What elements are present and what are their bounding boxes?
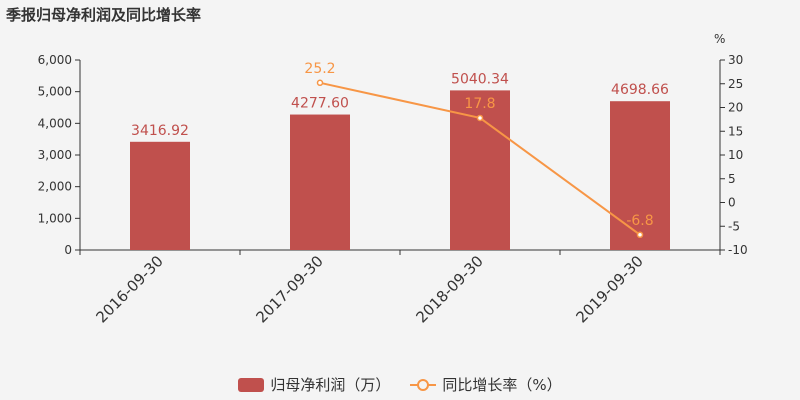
- y-left-tick-label: 0: [64, 243, 72, 257]
- bar: [290, 114, 350, 250]
- labels-layer: 3416.92 4277.60 5040.34 4698.66 25.2 17.8 -6.8: [131, 61, 669, 229]
- growth-data-label: -6.8: [626, 213, 653, 229]
- growth-data-label: 17.8: [464, 96, 495, 112]
- legend-item-growth[interactable]: 同比增长率（%）: [410, 374, 562, 395]
- legend-item-profit[interactable]: 归母净利润（万）: [238, 374, 390, 395]
- legend-label-profit: 归母净利润（万）: [270, 376, 391, 394]
- x-tick-label: 2016-09-30: [92, 252, 166, 326]
- y-right-unit-label: %: [714, 32, 725, 46]
- growth-point: [316, 79, 324, 87]
- legend-line-swatch-icon: [410, 378, 437, 392]
- line-layer: [316, 79, 644, 239]
- growth-data-label: 25.2: [304, 61, 335, 77]
- bars-layer: [130, 90, 670, 250]
- bar: [130, 141, 190, 250]
- y-left-tick-label: 5,000: [38, 85, 72, 99]
- chart-title: 季报归母净利润及同比增长率: [6, 6, 202, 24]
- y-right-tick-label: 10: [728, 148, 743, 162]
- bar: [610, 101, 670, 250]
- x-tick-label: 2017-09-30: [252, 252, 326, 326]
- y-right-tick-label: 15: [728, 124, 743, 138]
- legend-bar-swatch-icon: [238, 377, 265, 392]
- x-tick-label: 2018-09-30: [412, 252, 486, 326]
- bar-data-label: 4277.60: [291, 96, 349, 112]
- y-right-tick-label: 30: [728, 53, 743, 67]
- growth-point: [476, 114, 484, 122]
- bar-data-label: 4698.66: [611, 82, 669, 98]
- y-right-tick-label: -10: [728, 243, 748, 257]
- y-right-tick-label: 25: [728, 77, 743, 91]
- y-right-tick-label: 5: [728, 172, 736, 186]
- y-right-tick-label: -5: [728, 219, 740, 233]
- legend: 归母净利润（万） 同比增长率（%）: [0, 374, 800, 395]
- y-right-tick-label: 0: [728, 196, 736, 210]
- bar-data-label: 3416.92: [131, 123, 189, 139]
- y-left-tick-label: 1,000: [38, 211, 72, 225]
- y-right-tick-label: 20: [728, 101, 743, 115]
- x-tick-label: 2019-09-30: [572, 252, 646, 326]
- y-left-tick-label: 6,000: [38, 53, 72, 67]
- growth-point: [636, 231, 644, 239]
- legend-label-growth: 同比增长率（%）: [442, 376, 562, 394]
- bar-data-label: 5040.34: [451, 71, 509, 87]
- y-left-tick-label: 3,000: [38, 148, 72, 162]
- y-left-tick-label: 4,000: [38, 116, 72, 130]
- y-left-tick-label: 2,000: [38, 180, 72, 194]
